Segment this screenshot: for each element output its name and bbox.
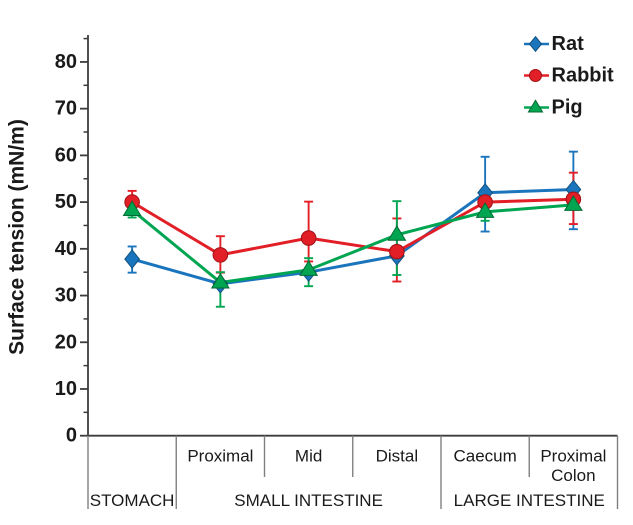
marker-rabbit-2 [300,230,317,246]
y-tick-label: 40 [55,238,77,260]
region-label: LARGE INTESTINE [454,491,605,510]
y-tick-label: 80 [55,51,77,73]
marker-pig-4 [475,202,495,218]
legend-label: Rat [552,33,585,55]
y-tick-label: 70 [55,98,77,120]
marker-rabbit-3 [389,243,405,260]
y-tick-label: 0 [66,425,77,447]
marker-pig-5 [563,195,583,211]
marker-pig-0 [122,200,142,217]
y-tick-label: 50 [55,191,77,213]
legend-label: Pig [552,97,583,119]
segment-label: Proximal [540,447,606,466]
segment-label: Caecum [453,447,516,466]
legend-diamond-icon [528,35,543,53]
region-label: SMALL INTESTINE [234,491,383,510]
y-tick-label: 10 [55,378,77,400]
region-label: STOMACH [90,491,175,510]
segment-label: Mid [295,447,322,466]
marker-pig-3 [387,225,407,241]
marker-rat-0 [124,249,141,269]
segment-label: Distal [376,447,419,466]
legend-circle-icon [529,69,542,82]
y-tick-label: 20 [55,331,77,353]
series-line-rabbit [131,197,574,257]
y-tick-label: 30 [55,285,77,307]
legend-label: Rabbit [552,65,615,87]
marker-rabbit-1 [212,247,229,263]
legend-triangle-icon [527,99,544,113]
y-axis-title: Surface tension (mN/m) [6,119,29,355]
segment-label: Proximal [187,447,253,466]
marker-pig-1 [210,272,230,289]
y-tick-label: 60 [55,144,77,166]
marker-pig-2 [299,260,319,276]
series-line-rat [131,187,574,286]
segment-label-line2: Colon [551,466,595,485]
series-line-pig [131,203,574,285]
